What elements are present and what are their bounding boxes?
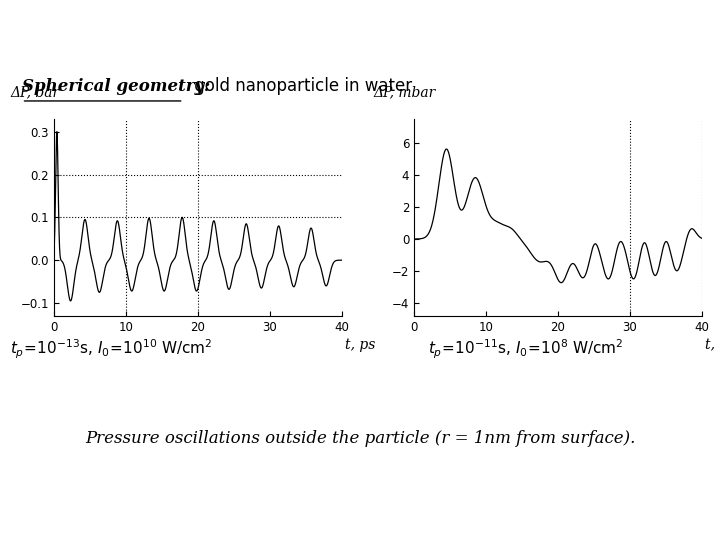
Text: $t_p\!=\!10^{-13}$s, $I_0\!=\!10^{10}$ W/cm$^2$: $t_p\!=\!10^{-13}$s, $I_0\!=\!10^{10}$ W… — [10, 338, 213, 361]
Text: ΔP, bar: ΔP, bar — [11, 85, 60, 99]
Text: Spherical geometry:: Spherical geometry: — [22, 78, 210, 95]
Text: $t_p\!=\!10^{-11}$s, $I_0\!=\!10^{8}$ W/cm$^2$: $t_p\!=\!10^{-11}$s, $I_0\!=\!10^{8}$ W/… — [428, 338, 624, 361]
Text: t, ps: t, ps — [345, 338, 375, 352]
Text: 22: 22 — [672, 24, 698, 43]
Text: gold nanoparticle in water: gold nanoparticle in water — [189, 77, 412, 96]
Text: Advances in Nonlinear Photonics: Advances in Nonlinear Photonics — [22, 513, 279, 526]
Text: ΔP, mbar: ΔP, mbar — [374, 85, 436, 99]
Text: t, ps: t, ps — [705, 338, 720, 352]
Text: Results and discussion: Results and discussion — [191, 21, 529, 46]
Text: 2014 г.: 2014 г. — [370, 513, 422, 526]
Text: Pressure oscillations outside the particle (r = 1nm from surface).: Pressure oscillations outside the partic… — [85, 430, 635, 447]
